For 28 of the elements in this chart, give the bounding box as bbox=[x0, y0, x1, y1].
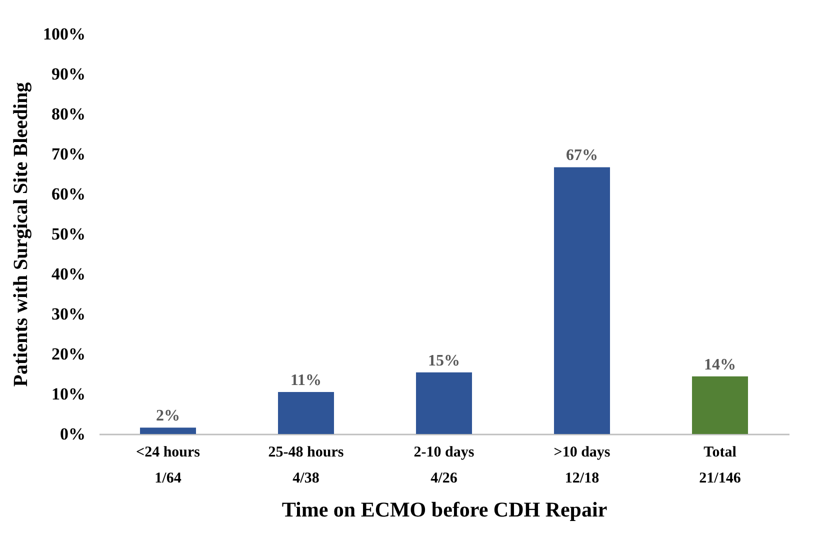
y-tick-label: 100% bbox=[43, 24, 86, 44]
y-tick-label: 40% bbox=[52, 264, 86, 284]
x-tick-label: 25-48 hours 4/38 bbox=[268, 444, 344, 486]
x-tick-label: >10 days 12/18 bbox=[554, 444, 610, 486]
x-axis-title: Time on ECMO before CDH Repair bbox=[282, 498, 608, 522]
y-tick-label: 90% bbox=[52, 64, 86, 84]
y-tick-label: 0% bbox=[60, 424, 86, 444]
y-tick-label: 50% bbox=[52, 224, 86, 244]
x-tick-label: Total 21/146 bbox=[699, 444, 742, 486]
data-label: 67% bbox=[566, 147, 598, 164]
bar bbox=[278, 392, 334, 434]
bar bbox=[140, 428, 196, 434]
y-tick-label: 60% bbox=[52, 184, 86, 204]
bar bbox=[416, 372, 472, 434]
y-tick-label: 10% bbox=[52, 384, 86, 404]
y-axis-title: Patients with Surgical Site Bleeding bbox=[10, 82, 32, 387]
data-label: 11% bbox=[290, 372, 322, 389]
y-tick-label: 20% bbox=[52, 344, 86, 364]
data-label: 15% bbox=[428, 352, 460, 370]
x-tick-label: <24 hours 1/64 bbox=[136, 444, 200, 486]
y-tick-label: 80% bbox=[52, 104, 86, 124]
x-tick-label: 2-10 days 4/26 bbox=[414, 444, 474, 486]
y-tick-label: 30% bbox=[52, 304, 86, 324]
bar bbox=[554, 167, 610, 434]
data-label: 2% bbox=[156, 408, 180, 425]
data-label: 14% bbox=[704, 356, 736, 374]
bar bbox=[692, 376, 748, 434]
y-tick-label: 70% bbox=[52, 144, 86, 164]
